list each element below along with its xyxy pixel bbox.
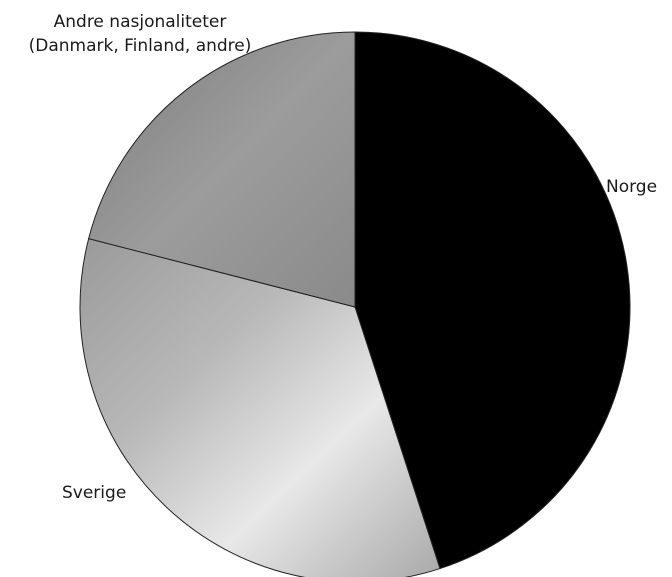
label-andre-line1: Andre nasjonaliteter — [54, 12, 227, 32]
slice-andre — [88, 31, 356, 308]
label-sverige: Sverige — [62, 483, 126, 503]
label-norge: Norge — [606, 177, 657, 197]
slice-norge — [354, 31, 631, 570]
slice-sverige — [79, 238, 441, 577]
label-andre-line2: (Danmark, Finland, andre) — [29, 36, 252, 56]
